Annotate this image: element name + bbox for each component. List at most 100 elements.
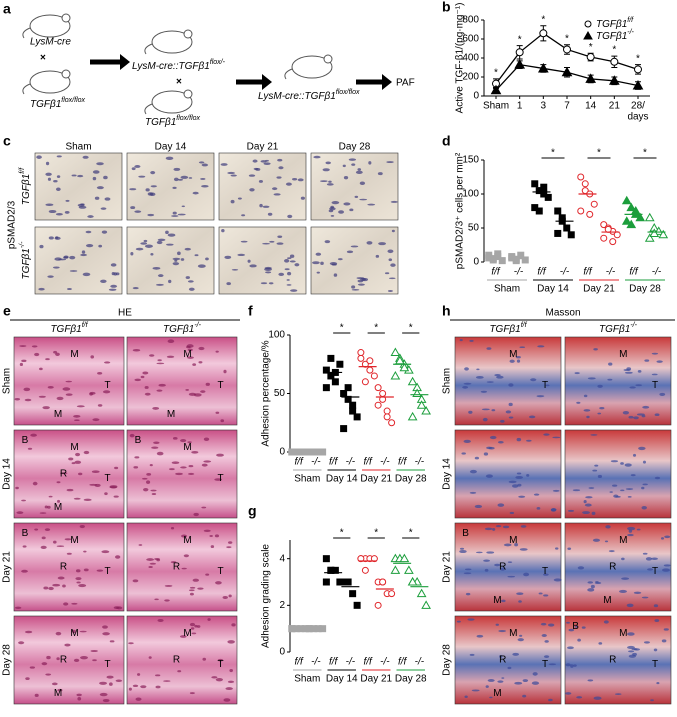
mouse-label: LysM-cre (30, 37, 71, 48)
data-point (554, 229, 562, 237)
texture (663, 564, 671, 567)
texture (605, 525, 611, 529)
texture (462, 385, 469, 389)
texture (45, 161, 50, 166)
mouse-icon (144, 29, 193, 55)
texture (485, 685, 489, 688)
texture (597, 384, 603, 388)
data-point (421, 600, 431, 609)
texture (641, 506, 647, 510)
data-point (626, 202, 637, 212)
tissue-label: R (499, 562, 506, 573)
texture (271, 187, 278, 191)
texture (104, 197, 111, 201)
texture (156, 362, 165, 365)
texture (287, 271, 292, 276)
texture (362, 277, 369, 282)
texture (626, 603, 634, 608)
texture (89, 391, 96, 395)
mouse-ear (323, 54, 333, 64)
data-point (634, 65, 642, 74)
row-label-sup: -/- (19, 241, 26, 248)
texture (83, 568, 89, 572)
texture (156, 389, 163, 392)
significance: * (518, 34, 522, 45)
tissue-label: T (542, 380, 548, 391)
texture (286, 284, 292, 286)
tissue-label: T (542, 566, 548, 577)
texture (109, 486, 118, 489)
texture (240, 240, 248, 243)
texture (227, 171, 236, 175)
texture (632, 453, 637, 457)
texture (92, 170, 100, 174)
texture (171, 461, 180, 465)
y-tick-label: 400 (462, 53, 479, 64)
data-point (374, 401, 382, 409)
tissue-label: T (542, 659, 548, 670)
texture (51, 682, 58, 686)
texture (326, 183, 334, 186)
texture (130, 206, 136, 210)
texture (499, 654, 503, 659)
data-point (600, 234, 608, 242)
data-point (390, 347, 401, 357)
group-label: Sham (494, 284, 520, 295)
texture (227, 680, 235, 683)
texture (150, 253, 154, 256)
data-point (340, 578, 348, 586)
texture (636, 528, 641, 531)
texture (193, 393, 202, 397)
texture (147, 213, 155, 217)
mouse-label-sup: flox/flox (176, 115, 200, 122)
data-point (621, 195, 632, 205)
texture (53, 350, 58, 354)
texture (644, 359, 650, 362)
texture (102, 632, 110, 636)
texture (530, 378, 537, 382)
texture (83, 498, 92, 502)
texture (518, 495, 526, 498)
texture (620, 489, 625, 492)
texture (47, 275, 54, 278)
data-point (531, 180, 539, 188)
texture (25, 630, 33, 634)
texture (110, 284, 118, 288)
texture (227, 541, 233, 544)
texture (331, 263, 337, 266)
data-point (390, 370, 401, 380)
texture (152, 267, 161, 270)
texture (638, 446, 646, 451)
data-point (357, 349, 365, 357)
micrograph (126, 152, 215, 221)
texture (38, 287, 45, 291)
texture (278, 272, 285, 276)
texture (662, 568, 670, 572)
texture (597, 474, 603, 479)
texture (225, 687, 233, 690)
texture (27, 447, 33, 450)
condition-label: f/f (629, 267, 639, 278)
condition-label: -/- (380, 457, 390, 468)
texture (273, 193, 281, 196)
texture (189, 622, 196, 627)
texture (484, 527, 493, 531)
mouse-tail (22, 83, 31, 95)
column-header: Day 14 (155, 142, 187, 153)
data-point (635, 212, 646, 222)
texture (633, 648, 641, 651)
texture (57, 688, 63, 692)
texture (248, 174, 256, 177)
texture (144, 392, 151, 396)
texture (515, 475, 524, 479)
data-point (336, 360, 344, 368)
texture (56, 481, 61, 484)
texture (201, 463, 208, 467)
texture (486, 347, 492, 350)
texture (492, 528, 496, 531)
texture (328, 180, 332, 183)
texture (537, 345, 545, 348)
texture (355, 170, 363, 175)
legend-marker (584, 20, 592, 28)
data-point (407, 376, 418, 386)
